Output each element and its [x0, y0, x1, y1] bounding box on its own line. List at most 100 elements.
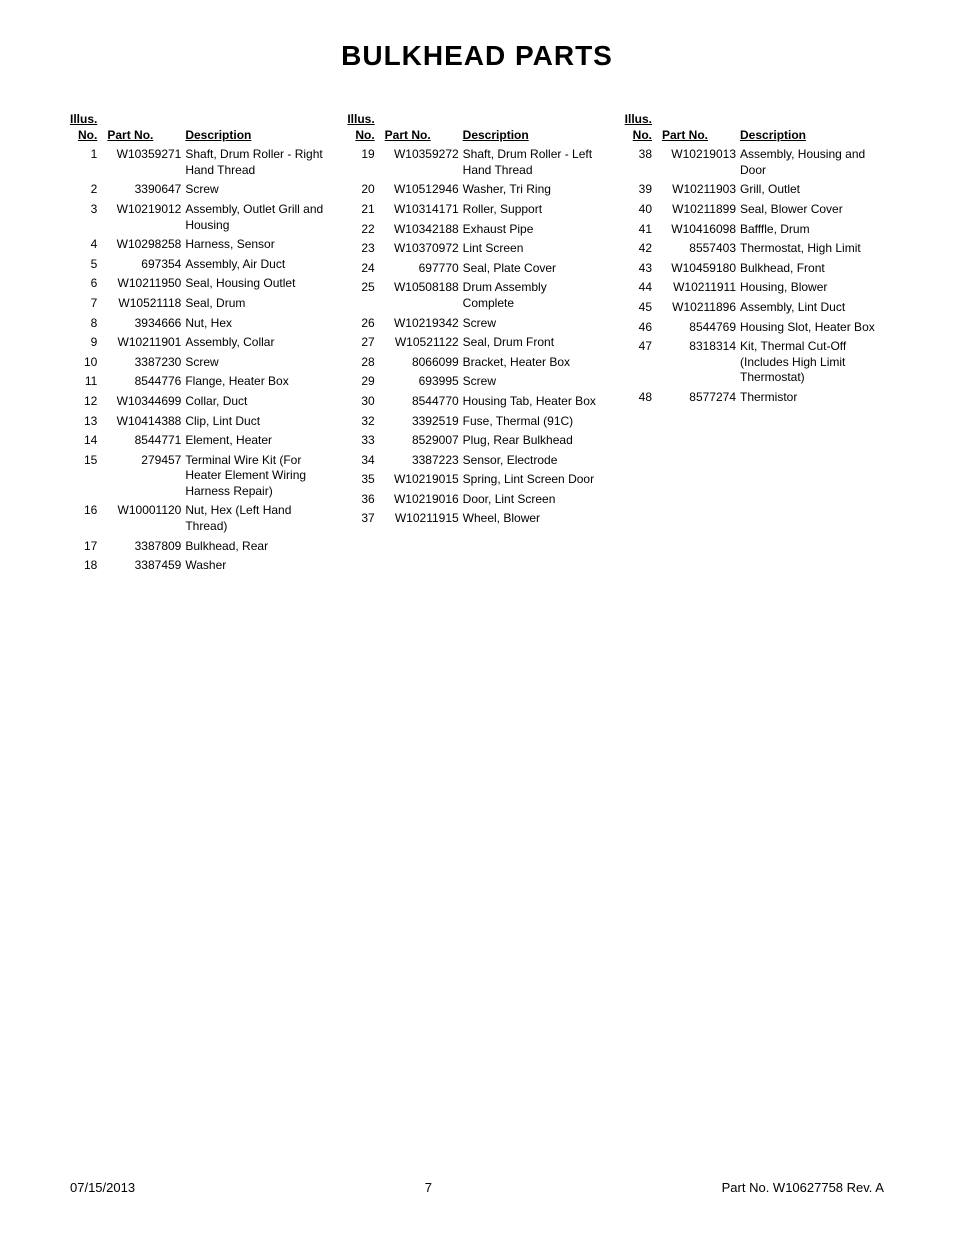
table-row: 43W10459180Bulkhead, Front: [625, 259, 884, 279]
part-description: Shaft, Drum Roller - Right Hand Thread: [185, 145, 329, 180]
table-row: 25W10508188Drum Assembly Complete: [347, 278, 606, 313]
part-description: Seal, Drum: [185, 294, 329, 314]
table-row: 22W10342188Exhaust Pipe: [347, 220, 606, 240]
part-no: 8577274: [662, 388, 740, 408]
part-no: W10344699: [107, 392, 185, 412]
table-row: 23390647Screw: [70, 180, 329, 200]
part-no: W10219012: [107, 200, 185, 235]
illus-no: 42: [625, 239, 662, 259]
table-row: 148544771Element, Heater: [70, 431, 329, 451]
part-no: W10298258: [107, 235, 185, 255]
part-description: Seal, Blower Cover: [740, 200, 884, 220]
part-description: Grill, Outlet: [740, 180, 884, 200]
part-description: Washer, Tri Ring: [463, 180, 607, 200]
illus-no: 34: [347, 451, 384, 471]
parts-column-2: Illus.No. Part No. Description19W1035927…: [347, 112, 606, 576]
table-row: 26W10219342Screw: [347, 314, 606, 334]
table-row: 20W10512946Washer, Tri Ring: [347, 180, 606, 200]
part-description: Sensor, Electrode: [463, 451, 607, 471]
part-no: W10459180: [662, 259, 740, 279]
part-no: 279457: [107, 451, 185, 502]
part-no: 8544770: [385, 392, 463, 412]
part-no: 8529007: [385, 431, 463, 451]
part-no: W10414388: [107, 412, 185, 432]
part-description: Door, Lint Screen: [463, 490, 607, 510]
illus-no: 1: [70, 145, 107, 180]
part-description: Bafffle, Drum: [740, 220, 884, 240]
col-header-illus-no: Illus.No.: [347, 112, 384, 145]
part-no: W10211899: [662, 200, 740, 220]
part-description: Lint Screen: [463, 239, 607, 259]
illus-no: 4: [70, 235, 107, 255]
part-no: W10219015: [385, 470, 463, 490]
illus-no: 44: [625, 278, 662, 298]
part-description: Nut, Hex (Left Hand Thread): [185, 501, 329, 536]
illus-no: 43: [625, 259, 662, 279]
table-row: 39W10211903Grill, Outlet: [625, 180, 884, 200]
illus-no: 16: [70, 501, 107, 536]
illus-no: 39: [625, 180, 662, 200]
table-row: 4W10298258Harness, Sensor: [70, 235, 329, 255]
table-row: 35W10219015Spring, Lint Screen Door: [347, 470, 606, 490]
part-no: W10211896: [662, 298, 740, 318]
part-no: 697770: [385, 259, 463, 279]
table-row: 118544776Flange, Heater Box: [70, 372, 329, 392]
table-row: 468544769Housing Slot, Heater Box: [625, 318, 884, 338]
table-row: 41W10416098Bafffle, Drum: [625, 220, 884, 240]
illus-no: 5: [70, 255, 107, 275]
illus-no: 22: [347, 220, 384, 240]
table-row: 338529007Plug, Rear Bulkhead: [347, 431, 606, 451]
table-row: 103387230Screw: [70, 353, 329, 373]
table-row: 38W10219013Assembly, Housing and Door: [625, 145, 884, 180]
col-header-illus-no: Illus.No.: [625, 112, 662, 145]
illus-no: 11: [70, 372, 107, 392]
table-row: 37W10211915Wheel, Blower: [347, 509, 606, 529]
part-description: Wheel, Blower: [463, 509, 607, 529]
table-row: 13W10414388Clip, Lint Duct: [70, 412, 329, 432]
illus-no: 30: [347, 392, 384, 412]
table-row: 12W10344699Collar, Duct: [70, 392, 329, 412]
table-row: 83934666Nut, Hex: [70, 314, 329, 334]
illus-no: 28: [347, 353, 384, 373]
part-no: W10508188: [385, 278, 463, 313]
part-description: Assembly, Outlet Grill and Housing: [185, 200, 329, 235]
part-description: Clip, Lint Duct: [185, 412, 329, 432]
part-no: W10219342: [385, 314, 463, 334]
col-header-part-no: Part No.: [107, 112, 185, 145]
table-row: 23W10370972Lint Screen: [347, 239, 606, 259]
part-description: Collar, Duct: [185, 392, 329, 412]
illus-no: 35: [347, 470, 384, 490]
table-row: 15279457Terminal Wire Kit (For Heater El…: [70, 451, 329, 502]
illus-no: 10: [70, 353, 107, 373]
part-no: 8544769: [662, 318, 740, 338]
table-row: 428557403Thermostat, High Limit: [625, 239, 884, 259]
part-description: Flange, Heater Box: [185, 372, 329, 392]
table-row: 36W10219016Door, Lint Screen: [347, 490, 606, 510]
table-row: 1W10359271Shaft, Drum Roller - Right Han…: [70, 145, 329, 180]
part-description: Drum Assembly Complete: [463, 278, 607, 313]
part-description: Bulkhead, Front: [740, 259, 884, 279]
part-description: Assembly, Housing and Door: [740, 145, 884, 180]
illus-no: 12: [70, 392, 107, 412]
table-row: 40W10211899Seal, Blower Cover: [625, 200, 884, 220]
part-no: 3390647: [107, 180, 185, 200]
table-row: 19W10359272Shaft, Drum Roller - Left Han…: [347, 145, 606, 180]
illus-no: 18: [70, 556, 107, 576]
illus-no: 45: [625, 298, 662, 318]
col-header-part-no: Part No.: [662, 112, 740, 145]
part-no: 3387230: [107, 353, 185, 373]
illus-no: 29: [347, 372, 384, 392]
parts-table: Illus.No. Part No. Description1W10359271…: [70, 112, 329, 576]
part-no: W10521122: [385, 333, 463, 353]
illus-no: 7: [70, 294, 107, 314]
table-row: 29693995Screw: [347, 372, 606, 392]
col-header-part-no: Part No.: [385, 112, 463, 145]
illus-no: 27: [347, 333, 384, 353]
part-no: 3387223: [385, 451, 463, 471]
table-row: 16W10001120Nut, Hex (Left Hand Thread): [70, 501, 329, 536]
part-description: Bulkhead, Rear: [185, 537, 329, 557]
table-row: 21W10314171Roller, Support: [347, 200, 606, 220]
table-row: 288066099Bracket, Heater Box: [347, 353, 606, 373]
parts-column-1: Illus.No. Part No. Description1W10359271…: [70, 112, 329, 576]
page-footer: 07/15/2013 7 Part No. W10627758 Rev. A: [70, 1180, 884, 1195]
